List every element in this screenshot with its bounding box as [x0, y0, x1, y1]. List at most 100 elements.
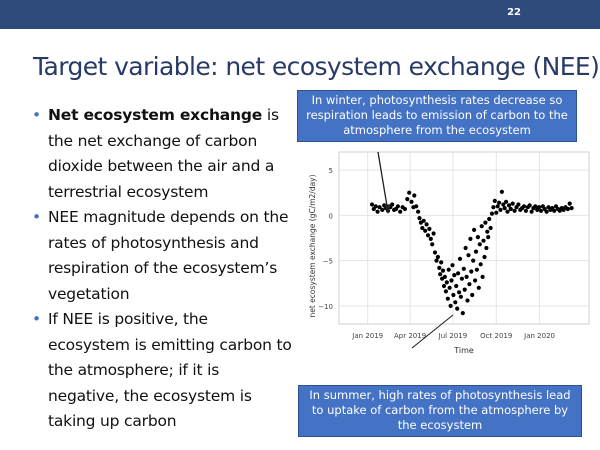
data-point: [488, 225, 493, 231]
data-point: [416, 209, 421, 214]
data-point: [463, 245, 468, 251]
data-point: [499, 189, 504, 194]
nee-chart: 5 0 −5 −10 Jan 2019 Apr 2019 Jul 2019 Oct 2019 J…: [303, 148, 593, 363]
data-point: [395, 204, 400, 209]
plot-area: [338, 151, 590, 325]
data-point: [523, 208, 528, 213]
data-point: [434, 258, 439, 263]
data-point: [428, 236, 433, 241]
bullet-text: NEE magnitude depends on the rates of ph…: [48, 208, 289, 303]
data-point: [501, 202, 506, 207]
data-point: [402, 206, 407, 212]
y-tick-label: −10: [318, 303, 333, 311]
data-point: [502, 206, 507, 211]
data-point: [505, 209, 510, 214]
page-number: 22: [507, 7, 521, 18]
x-tick-label: Jan 2020: [523, 332, 555, 340]
data-point: [476, 285, 481, 290]
data-point: [537, 205, 542, 210]
data-point: [456, 271, 461, 276]
data-point: [462, 287, 467, 292]
data-point: [471, 258, 476, 263]
data-point: [478, 262, 483, 267]
data-point: [475, 235, 480, 240]
data-point: [472, 227, 477, 232]
data-point: [497, 200, 502, 205]
data-point: [516, 202, 521, 207]
slide-title: Target variable: net ecosystem exchange …: [33, 52, 600, 81]
data-point: [450, 263, 455, 268]
data-point: [438, 272, 443, 277]
data-point: [414, 204, 419, 209]
data-point: [421, 218, 426, 223]
data-point: [451, 292, 456, 298]
data-point: [484, 245, 489, 251]
x-tick-label: Apr 2019: [394, 332, 426, 340]
data-point: [460, 311, 465, 316]
data-point: [473, 249, 479, 254]
data-point: [439, 260, 444, 265]
data-point: [464, 274, 469, 279]
data-point: [375, 209, 380, 214]
data-point: [405, 197, 410, 202]
data-point: [420, 225, 425, 231]
y-tick-label: 0: [329, 212, 333, 220]
x-tick-label: Jan 2019: [351, 332, 383, 340]
data-point: [529, 209, 534, 214]
data-point: [482, 254, 487, 260]
data-point: [369, 202, 375, 207]
data-point: [552, 208, 557, 213]
data-point: [485, 229, 490, 234]
data-point: [432, 250, 438, 255]
data-point: [454, 283, 459, 289]
data-point: [443, 289, 448, 294]
data-point: [487, 216, 492, 222]
data-point: [407, 190, 412, 195]
data-point: [390, 202, 395, 207]
data-point: [452, 273, 457, 278]
y-tick-label: −5: [323, 258, 333, 266]
bullet-list: Net ecosystem exchange is the net exchan…: [32, 103, 294, 435]
summer-callout: In summer, high rates of photosynthesis …: [298, 385, 582, 437]
data-point: [417, 216, 422, 221]
data-point: [481, 238, 486, 243]
data-point: [544, 209, 549, 214]
data-point: [430, 242, 435, 247]
nee-scatter-plot: 5 0 −5 −10 Jan 2019 Apr 2019 Jul 2019 Oct 2019 J…: [308, 151, 590, 355]
data-point: [448, 303, 453, 308]
data-point: [491, 205, 496, 210]
data-point: [567, 201, 572, 206]
data-point: [431, 231, 436, 236]
data-point: [565, 206, 570, 212]
data-point: [457, 290, 462, 295]
data-point: [521, 204, 527, 209]
bullet-item: Net ecosystem exchange is the net exchan…: [32, 103, 294, 205]
y-tick-label: 5: [329, 167, 333, 175]
x-tick-label: Jul 2019: [438, 332, 468, 340]
data-point: [440, 268, 446, 273]
data-point: [469, 269, 474, 274]
data-point: [506, 203, 512, 208]
data-point: [445, 296, 450, 301]
data-point: [498, 207, 503, 212]
data-point: [423, 228, 428, 233]
bullet-text: If NEE is positive, the ecosystem is emi…: [48, 310, 292, 430]
data-point: [477, 242, 482, 247]
data-point: [527, 203, 532, 208]
data-point: [385, 208, 391, 213]
winter-callout: In winter, photosynthesis rates decrease…: [297, 90, 577, 142]
data-point: [398, 209, 403, 214]
data-point: [446, 267, 451, 272]
data-point: [533, 204, 538, 209]
data-point: [508, 206, 513, 212]
data-point: [474, 267, 479, 272]
data-point: [458, 294, 463, 299]
bullet-bold: Net ecosystem exchange: [48, 106, 263, 124]
data-point: [373, 204, 378, 209]
data-point: [437, 265, 442, 270]
data-point: [483, 220, 488, 225]
data-point: [447, 285, 452, 290]
data-point: [466, 253, 471, 258]
data-point: [449, 278, 454, 283]
bullet-item: If NEE is positive, the ecosystem is emi…: [32, 307, 294, 435]
